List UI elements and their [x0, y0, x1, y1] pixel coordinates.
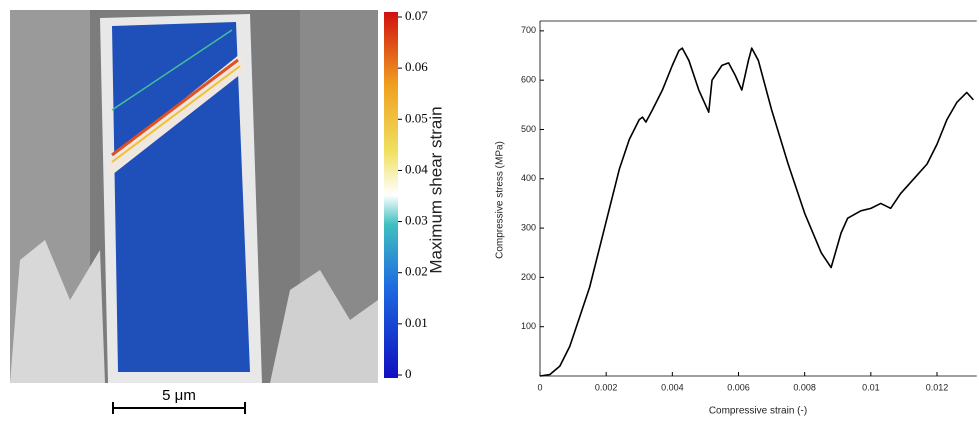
x-tick-label: 0.006	[727, 382, 750, 392]
colorbar-tick-label: 0	[405, 366, 412, 381]
y-tick-label: 100	[521, 321, 536, 331]
colorbar	[384, 12, 398, 378]
x-tick-label: 0.008	[793, 382, 816, 392]
colorbar-tick-label: 0.01	[405, 315, 428, 330]
x-axis-label: Compressive strain (-)	[709, 406, 807, 417]
y-axis-label: Compressive stress (MPa)	[495, 141, 506, 259]
micrograph	[10, 10, 378, 383]
x-tick-label: 0.012	[926, 382, 949, 392]
colorbar-label: Maximum shear strain	[426, 106, 445, 273]
x-tick-label: 0.004	[661, 382, 684, 392]
colorbar-tick-label: 0.05	[405, 110, 428, 125]
x-tick-label: 0.01	[862, 382, 880, 392]
y-tick-label: 500	[521, 124, 536, 134]
y-tick-label: 400	[521, 173, 536, 183]
colorbar-tick-label: 0.06	[405, 59, 428, 74]
y-tick-label: 600	[521, 75, 536, 85]
colorbar-tick-label: 0.04	[405, 161, 428, 176]
y-tick-label: 200	[521, 272, 536, 282]
x-tick-label: 0.002	[595, 382, 618, 392]
x-tick-label: 0	[537, 382, 542, 392]
y-tick-label: 700	[521, 25, 536, 35]
colorbar-tick-label: 0.02	[405, 264, 428, 279]
data-line	[539, 47, 974, 377]
colorbar-tick-label: 0.07	[405, 8, 428, 23]
y-tick-label: 300	[521, 222, 536, 232]
colorbar-tick-label: 0.03	[405, 213, 428, 228]
plot-frame	[539, 21, 977, 377]
scale-bar-label: 5 μm	[162, 387, 196, 404]
